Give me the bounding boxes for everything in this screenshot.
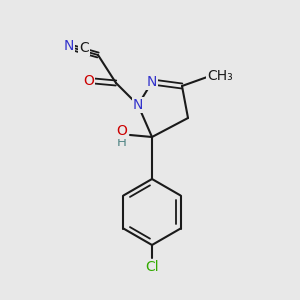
Text: N: N [133,98,143,112]
Text: N: N [64,39,74,53]
Text: C: C [79,41,89,55]
Text: N: N [147,75,157,89]
Text: O: O [117,124,128,138]
Text: O: O [84,74,94,88]
Text: H: H [117,136,127,149]
Text: Cl: Cl [145,260,159,274]
Text: CH₃: CH₃ [207,69,233,83]
